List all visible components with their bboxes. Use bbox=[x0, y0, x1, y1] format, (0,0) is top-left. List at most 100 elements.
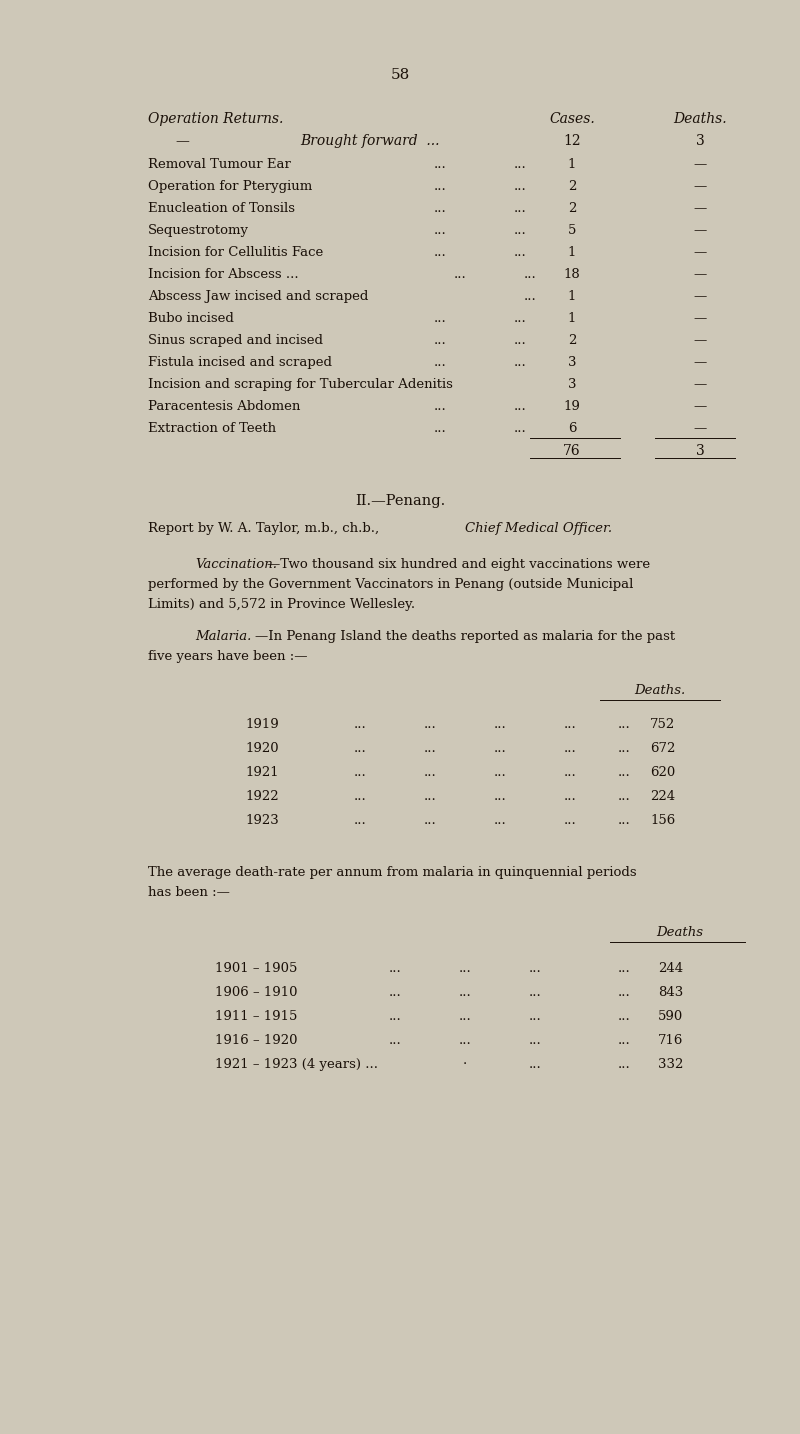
Text: 1911 – 1915: 1911 – 1915 bbox=[215, 1010, 298, 1022]
Text: 1906 – 1910: 1906 – 1910 bbox=[215, 987, 298, 999]
Text: ...: ... bbox=[529, 1034, 542, 1047]
Text: —In Penang Island the deaths reported as malaria for the past: —In Penang Island the deaths reported as… bbox=[255, 630, 675, 642]
Text: —: — bbox=[694, 422, 706, 435]
Text: ...: ... bbox=[514, 313, 526, 326]
Text: ...: ... bbox=[389, 1010, 402, 1022]
Text: ...: ... bbox=[458, 962, 471, 975]
Text: —: — bbox=[694, 158, 706, 171]
Text: ...: ... bbox=[389, 987, 402, 999]
Text: 1916 – 1920: 1916 – 1920 bbox=[215, 1034, 298, 1047]
Text: 6: 6 bbox=[568, 422, 576, 435]
Text: Enucleation of Tonsils: Enucleation of Tonsils bbox=[148, 202, 295, 215]
Text: ...: ... bbox=[424, 766, 436, 779]
Text: 672: 672 bbox=[650, 741, 675, 754]
Text: performed by the Government Vaccinators in Penang (outside Municipal: performed by the Government Vaccinators … bbox=[148, 578, 634, 591]
Text: 3: 3 bbox=[696, 445, 704, 457]
Text: ·: · bbox=[463, 1058, 467, 1071]
Text: ...: ... bbox=[514, 400, 526, 413]
Text: ...: ... bbox=[529, 962, 542, 975]
Text: 2: 2 bbox=[568, 202, 576, 215]
Text: 590: 590 bbox=[658, 1010, 683, 1022]
Text: Incision and scraping for Tubercular Adenitis: Incision and scraping for Tubercular Ade… bbox=[148, 379, 453, 391]
Text: 1901 – 1905: 1901 – 1905 bbox=[215, 962, 298, 975]
Text: 332: 332 bbox=[658, 1058, 683, 1071]
Text: 18: 18 bbox=[564, 268, 580, 281]
Text: ...: ... bbox=[434, 356, 446, 369]
Text: —: — bbox=[694, 247, 706, 260]
Text: —: — bbox=[694, 313, 706, 326]
Text: ...: ... bbox=[389, 1034, 402, 1047]
Text: ...: ... bbox=[564, 718, 576, 731]
Text: 2: 2 bbox=[568, 334, 576, 347]
Text: ...: ... bbox=[354, 741, 366, 754]
Text: ...: ... bbox=[524, 268, 536, 281]
Text: ...: ... bbox=[514, 158, 526, 171]
Text: ...: ... bbox=[424, 815, 436, 827]
Text: ...: ... bbox=[354, 718, 366, 731]
Text: Deaths.: Deaths. bbox=[634, 684, 686, 697]
Text: —: — bbox=[694, 356, 706, 369]
Text: ...: ... bbox=[354, 766, 366, 779]
Text: ...: ... bbox=[618, 962, 630, 975]
Text: 1921: 1921 bbox=[245, 766, 278, 779]
Text: ...: ... bbox=[524, 290, 536, 303]
Text: Operation Returns.: Operation Returns. bbox=[148, 112, 283, 126]
Text: —: — bbox=[694, 379, 706, 391]
Text: Cases.: Cases. bbox=[549, 112, 595, 126]
Text: 1922: 1922 bbox=[245, 790, 278, 803]
Text: ...: ... bbox=[434, 422, 446, 435]
Text: Brought forward  ...: Brought forward ... bbox=[300, 133, 439, 148]
Text: ...: ... bbox=[354, 815, 366, 827]
Text: Paracentesis Abdomen: Paracentesis Abdomen bbox=[148, 400, 300, 413]
Text: ...: ... bbox=[458, 1010, 471, 1022]
Text: 620: 620 bbox=[650, 766, 675, 779]
Text: ...: ... bbox=[618, 741, 630, 754]
Text: ...: ... bbox=[529, 1058, 542, 1071]
Text: ...: ... bbox=[434, 400, 446, 413]
Text: 58: 58 bbox=[390, 67, 410, 82]
Text: ...: ... bbox=[458, 987, 471, 999]
Text: 156: 156 bbox=[650, 815, 675, 827]
Text: ...: ... bbox=[618, 987, 630, 999]
Text: ...: ... bbox=[618, 1034, 630, 1047]
Text: ...: ... bbox=[434, 158, 446, 171]
Text: ...: ... bbox=[514, 181, 526, 194]
Text: ...: ... bbox=[434, 247, 446, 260]
Text: 752: 752 bbox=[650, 718, 675, 731]
Text: 76: 76 bbox=[563, 445, 581, 457]
Text: —: — bbox=[694, 224, 706, 237]
Text: ...: ... bbox=[424, 718, 436, 731]
Text: five years have been :—: five years have been :— bbox=[148, 650, 307, 663]
Text: ...: ... bbox=[618, 790, 630, 803]
Text: Sequestrotomy: Sequestrotomy bbox=[148, 224, 249, 237]
Text: ...: ... bbox=[618, 718, 630, 731]
Text: Operation for Pterygium: Operation for Pterygium bbox=[148, 181, 312, 194]
Text: 843: 843 bbox=[658, 987, 683, 999]
Text: ...: ... bbox=[458, 1034, 471, 1047]
Text: Incision for Abscess ...: Incision for Abscess ... bbox=[148, 268, 298, 281]
Text: ...: ... bbox=[618, 1010, 630, 1022]
Text: ...: ... bbox=[514, 356, 526, 369]
Text: —: — bbox=[694, 334, 706, 347]
Text: 19: 19 bbox=[563, 400, 581, 413]
Text: ...: ... bbox=[494, 766, 506, 779]
Text: ...: ... bbox=[514, 224, 526, 237]
Text: ...: ... bbox=[354, 790, 366, 803]
Text: ...: ... bbox=[564, 766, 576, 779]
Text: Sinus scraped and incised: Sinus scraped and incised bbox=[148, 334, 323, 347]
Text: ...: ... bbox=[564, 790, 576, 803]
Text: Limits) and 5,572 in Province Wellesley.: Limits) and 5,572 in Province Wellesley. bbox=[148, 598, 415, 611]
Text: ...: ... bbox=[494, 718, 506, 731]
Text: ...: ... bbox=[514, 334, 526, 347]
Text: 1923: 1923 bbox=[245, 815, 278, 827]
Text: The average death-rate per annum from malaria in quinquennial periods: The average death-rate per annum from ma… bbox=[148, 866, 637, 879]
Text: 3: 3 bbox=[568, 379, 576, 391]
Text: —: — bbox=[694, 268, 706, 281]
Text: ...: ... bbox=[424, 790, 436, 803]
Text: Incision for Cellulitis Face: Incision for Cellulitis Face bbox=[148, 247, 323, 260]
Text: ...: ... bbox=[564, 741, 576, 754]
Text: 1: 1 bbox=[568, 313, 576, 326]
Text: Vaccination.: Vaccination. bbox=[195, 558, 277, 571]
Text: ...: ... bbox=[618, 1058, 630, 1071]
Text: 12: 12 bbox=[563, 133, 581, 148]
